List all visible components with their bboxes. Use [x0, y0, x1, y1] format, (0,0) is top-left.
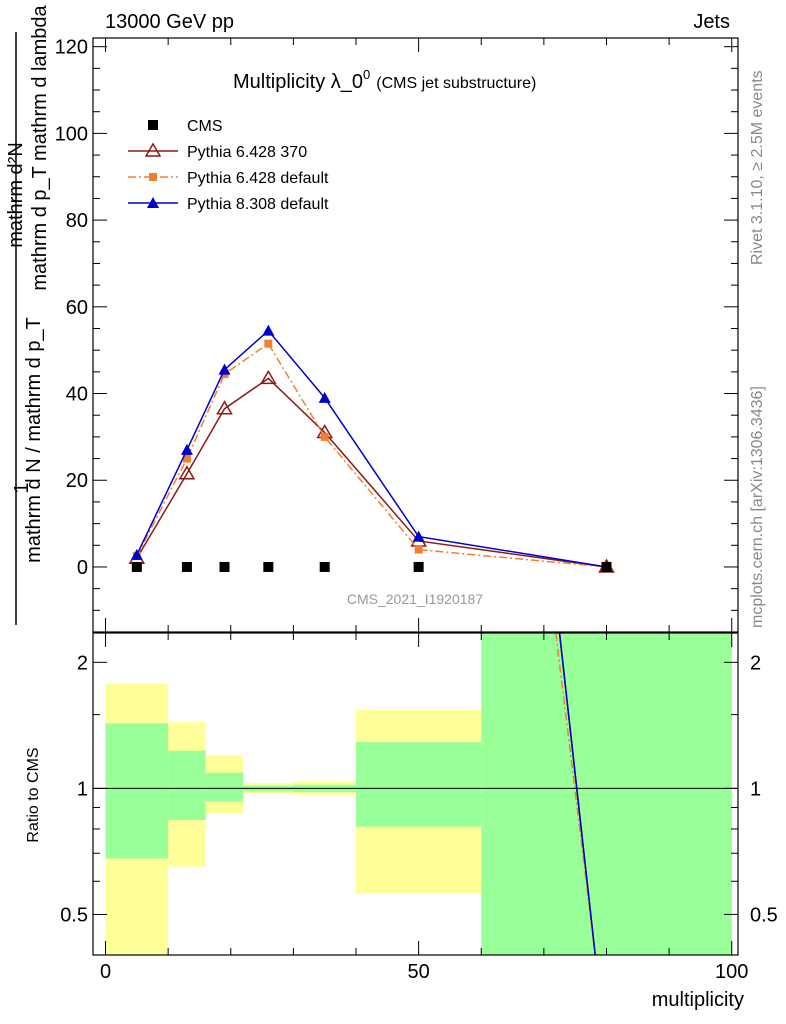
legend-label: Pythia 8.308 default: [187, 196, 329, 213]
ratio-ytick-label-right: 0.5: [750, 904, 778, 926]
data-point: [412, 530, 425, 542]
legend-marker: [148, 120, 158, 130]
main-ytick-label: 0: [77, 557, 88, 579]
main-ytick-label: 20: [66, 470, 88, 492]
ratio-line: [558, 632, 596, 956]
data-point: [413, 561, 424, 572]
ratio-plot-frame: [92, 632, 739, 956]
data-point: [262, 324, 275, 336]
series-line: [136, 329, 607, 568]
ratio-band-1sigma: [205, 772, 244, 802]
main-ytick-label: 120: [55, 37, 88, 59]
main-ytick-label: 80: [66, 210, 88, 232]
data-point: [260, 369, 277, 385]
ratio-ytick-label-right: 2: [750, 652, 761, 674]
rivet-label: Rivet 3.1.10, ≥ 2.5M events: [749, 70, 766, 265]
ratio-ylabel: Ratio to CMS: [25, 747, 42, 842]
data-point: [319, 561, 330, 572]
data-point: [181, 561, 192, 572]
ylabel-prefix-bottom: mathrm d N / mathrm d p_T: [23, 317, 45, 563]
plot-title: Multiplicity λ_00(CMS jet substructure): [233, 67, 536, 93]
header-right: Jets: [693, 11, 730, 33]
legend-label: CMS: [187, 118, 223, 135]
legend: CMS Pythia 6.428 370 Pythia 6.428 default P…: [128, 118, 329, 213]
data-point: [178, 465, 196, 480]
main-ylabel: 1 mathrm d N / mathrm d p_T mathrm d²N m…: [5, 4, 51, 625]
data-point: [182, 454, 191, 463]
data-point: [264, 339, 273, 348]
data-point: [131, 561, 142, 572]
ratio-ytick-label-left: 2: [77, 652, 88, 674]
header-left: 13000 GeV pp: [105, 11, 234, 33]
ylabel-denominator: mathrm d p_T mathrm d lambda: [29, 4, 51, 290]
xtick-label: 0: [100, 961, 111, 983]
ratio-ytick-label-left: 0.5: [60, 904, 88, 926]
xtick-label: 50: [408, 961, 430, 983]
ratio-ytick-label-left: 1: [77, 778, 88, 800]
main-ytick-label: 60: [66, 297, 88, 319]
data-point: [318, 391, 331, 403]
data-point: [216, 400, 233, 415]
ratio-line: [555, 632, 596, 956]
ylabel-prefix-top: 1: [11, 482, 33, 493]
series-line: [136, 342, 607, 568]
data-point: [130, 548, 143, 560]
legend-label: Pythia 6.428 default: [187, 170, 329, 187]
main-plot-frame: [92, 37, 739, 633]
data-point: [320, 432, 329, 441]
mcplots-label: mcplots.cern.ch [arXiv:1306.3436]: [749, 386, 766, 628]
x-axis-label: multiplicity: [652, 989, 744, 1011]
ratio-band-1sigma: [481, 633, 732, 955]
legend-marker: [147, 197, 159, 208]
ratio-band-1sigma: [168, 750, 206, 821]
data-point: [601, 561, 612, 572]
ratio-band-1sigma: [105, 723, 169, 859]
analysis-watermark: CMS_2021_I1920187: [347, 591, 483, 607]
legend-label: Pythia 6.428 370: [187, 144, 307, 161]
data-point: [219, 561, 230, 572]
data-point: [414, 545, 423, 554]
main-ytick-label: 100: [55, 123, 88, 145]
main-ytick-label: 40: [66, 384, 88, 406]
xtick-label: 100: [715, 961, 748, 983]
data-point: [218, 363, 231, 375]
legend-marker: [149, 173, 157, 181]
data-point: [180, 443, 193, 455]
ratio-band-1sigma: [356, 742, 482, 827]
legend-marker: [144, 142, 162, 157]
ratio-ytick-label-right: 1: [750, 778, 761, 800]
data-point: [263, 561, 274, 572]
